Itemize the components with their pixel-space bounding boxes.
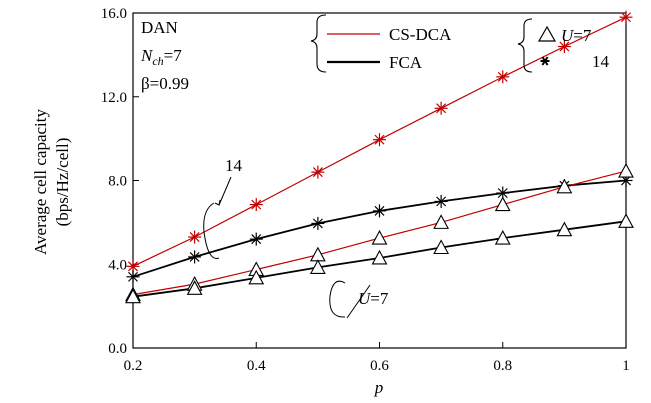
data-point-triangle bbox=[248, 269, 265, 285]
legend-brace-markers bbox=[517, 18, 533, 73]
data-point-asterisk bbox=[557, 40, 571, 53]
data-point-triangle bbox=[371, 229, 388, 245]
info-nch-symbol: N bbox=[140, 46, 154, 65]
data-point-triangle bbox=[186, 280, 203, 295]
data-point-triangle bbox=[556, 178, 573, 194]
legend-label-fca: FCA bbox=[389, 53, 423, 72]
y-tick-label: 0.0 bbox=[108, 341, 127, 357]
data-point-asterisk bbox=[249, 232, 263, 246]
legend-asterisk-marker bbox=[540, 56, 550, 66]
legend-label-u7: U=7 bbox=[561, 26, 592, 45]
data-point-asterisk bbox=[434, 101, 448, 115]
annotation-u7-symbol: U bbox=[358, 289, 372, 308]
data-point-asterisk bbox=[188, 230, 202, 244]
data-point-triangle bbox=[433, 239, 450, 255]
x-tick-label: 0.4 bbox=[247, 358, 266, 374]
data-point-asterisk bbox=[311, 165, 325, 179]
y-tick-label: 4.0 bbox=[108, 257, 127, 273]
annotation-14-arrow bbox=[214, 199, 221, 206]
y-tick-label: 8.0 bbox=[108, 174, 127, 190]
data-point-triangle bbox=[309, 259, 326, 274]
legend-brace-schemes bbox=[310, 14, 327, 73]
data-point-asterisk bbox=[126, 270, 140, 284]
annotation-u7: U=7 bbox=[358, 289, 389, 308]
data-point-asterisk bbox=[311, 216, 325, 230]
data-point-asterisk bbox=[373, 204, 386, 218]
data-point-asterisk bbox=[496, 70, 510, 84]
legend-triangle-marker bbox=[537, 25, 557, 42]
x-tick-label: 1 bbox=[622, 358, 630, 374]
legend-label-u7-symbol: U bbox=[561, 26, 575, 45]
annotation-14-leader bbox=[218, 176, 232, 206]
data-point-asterisk bbox=[188, 250, 202, 264]
info-beta: β=0.99 bbox=[141, 74, 189, 93]
annotation-14: 14 bbox=[225, 156, 243, 175]
legend-label-14: 14 bbox=[592, 52, 610, 71]
data-point-triangle bbox=[494, 229, 511, 245]
annotation-14-bracket bbox=[203, 202, 220, 259]
y-tick-label: 12.0 bbox=[101, 90, 127, 106]
data-point-asterisk bbox=[434, 194, 448, 208]
annotation-u7-leader bbox=[346, 284, 371, 319]
data-point-triangle bbox=[433, 214, 450, 229]
legend-label-cs-dca: CS-DCA bbox=[389, 25, 452, 44]
info-dan: DAN bbox=[141, 18, 178, 37]
y-tick-label: 16.0 bbox=[101, 6, 127, 22]
data-point-triangle bbox=[494, 196, 511, 212]
info-nch-subscript: ch bbox=[152, 54, 163, 68]
x-tick-label: 0.6 bbox=[370, 358, 389, 374]
data-markers bbox=[125, 10, 634, 304]
legend-label-u7-value: =7 bbox=[573, 26, 592, 45]
data-point-asterisk bbox=[373, 133, 386, 147]
data-point-triangle bbox=[618, 162, 634, 178]
y-axis-title-line1: Average cell capacity bbox=[31, 109, 50, 255]
info-nch: Nch=7 bbox=[140, 46, 182, 68]
data-point-triangle bbox=[618, 213, 634, 228]
annotation-u7-bracket bbox=[329, 280, 346, 318]
annotation-u7-value: =7 bbox=[370, 289, 389, 308]
data-point-asterisk bbox=[249, 198, 263, 212]
data-point-triangle bbox=[371, 249, 388, 265]
info-nch-value: =7 bbox=[164, 46, 183, 65]
data-point-triangle bbox=[309, 246, 326, 262]
y-axis-title-line2: (bps/Hz/cell) bbox=[53, 138, 72, 227]
x-tick-label: 0.2 bbox=[124, 358, 143, 374]
data-point-triangle bbox=[556, 221, 573, 237]
x-tick-label: 0.8 bbox=[493, 358, 512, 374]
axis-ticks: 0.2 0.4 0.6 0.8 1 0.0 4.0 8.0 12.0 16.0 bbox=[101, 6, 630, 374]
data-point-asterisk bbox=[619, 10, 633, 24]
x-axis-title: p bbox=[374, 378, 384, 397]
data-point-triangle bbox=[125, 288, 141, 304]
